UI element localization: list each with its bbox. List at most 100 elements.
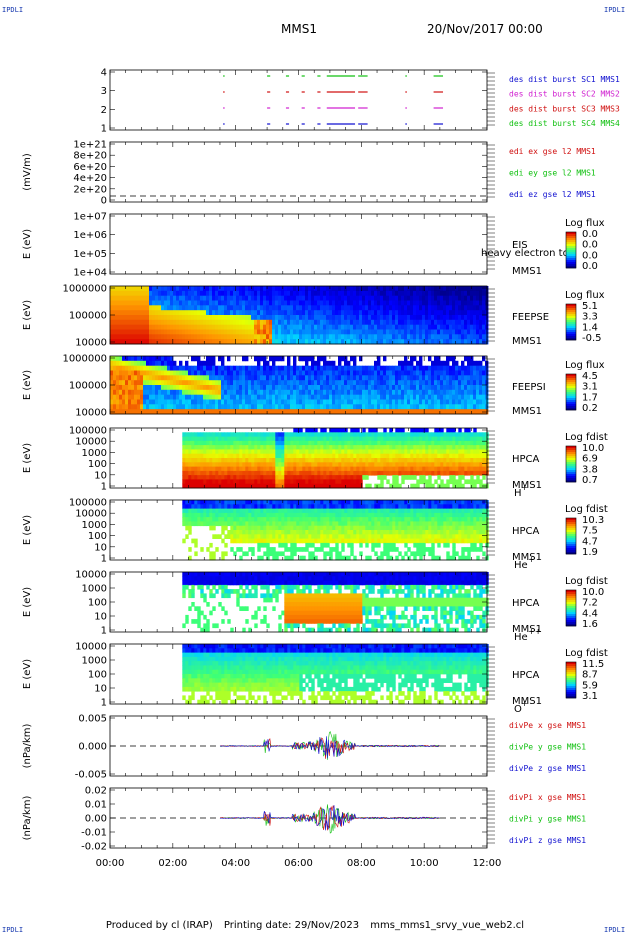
heatmap-cell xyxy=(242,305,246,311)
heatmap-cell xyxy=(293,466,297,472)
heatmap-cell xyxy=(278,394,282,400)
heatmap-cell xyxy=(389,329,393,335)
heatmap-cell xyxy=(185,470,189,476)
heatmap-cell xyxy=(359,334,363,340)
heatmap-cell xyxy=(257,432,261,437)
heatmap-cell xyxy=(281,462,285,467)
heatmap-cell xyxy=(317,310,321,316)
heatmap-cell xyxy=(131,356,135,362)
heatmap-cell xyxy=(200,370,204,376)
heatmap-cell xyxy=(248,475,252,480)
heatmap-cell xyxy=(440,305,444,311)
heatmap-cell xyxy=(158,300,162,306)
colorbar-segment xyxy=(566,452,576,455)
heatmap-cell xyxy=(269,409,273,415)
heatmap-cell xyxy=(407,370,411,376)
heatmap-cell xyxy=(221,360,225,367)
heatmap-cell xyxy=(197,504,201,509)
heatmap-cell xyxy=(140,329,144,335)
heatmap-cell xyxy=(473,389,477,396)
heatmap-cell xyxy=(149,375,153,381)
heatmap-cell xyxy=(347,370,351,376)
heatmap-cell xyxy=(308,356,312,362)
heatmap-cell xyxy=(191,300,195,306)
heatmap-cell xyxy=(365,310,369,316)
heatmap-cell xyxy=(227,375,231,381)
heatmap-cell xyxy=(242,470,246,476)
heatmap-cell xyxy=(239,449,243,455)
heatmap-cell xyxy=(452,453,456,459)
heatmap-cell xyxy=(242,394,246,400)
heatmap-cell xyxy=(428,295,432,301)
heatmap-cell xyxy=(224,475,228,480)
heatmap-cell xyxy=(275,334,279,340)
heatmap-cell xyxy=(329,319,333,326)
heatmap-cell xyxy=(221,458,225,463)
heatmap-cell xyxy=(125,286,129,292)
heatmap-cell xyxy=(305,483,309,489)
heatmap-cell xyxy=(383,365,387,371)
heatmap-cell xyxy=(254,479,258,485)
heatmap-cell xyxy=(443,449,447,455)
heatmap-cell xyxy=(317,315,321,321)
heatmap-cell xyxy=(386,458,390,463)
heatmap-cell xyxy=(410,389,414,396)
heatmap-cell xyxy=(332,432,336,437)
heatmap-cell xyxy=(284,475,288,480)
heatmap-cell xyxy=(191,432,195,437)
heatmap-cell xyxy=(365,370,369,376)
heatmap-cell xyxy=(458,286,462,292)
heatmap-cell xyxy=(341,290,345,297)
heatmap-cell xyxy=(446,449,450,455)
heatmap-cell xyxy=(365,453,369,459)
heatmap-cell xyxy=(257,440,261,446)
heatmap-cell xyxy=(236,462,240,467)
heatmap-cell xyxy=(206,300,210,306)
heatmap-cell xyxy=(125,324,129,330)
heatmap-cell xyxy=(128,300,132,306)
heatmap-cell xyxy=(239,470,243,476)
heatmap-cell xyxy=(389,365,393,371)
heatmap-cell xyxy=(341,483,345,489)
heatmap-cell xyxy=(164,370,168,376)
heatmap-cell xyxy=(194,339,198,345)
heatmap-cell xyxy=(296,300,300,306)
heatmap-cell xyxy=(365,295,369,301)
heatmap-cell xyxy=(263,479,267,485)
heatmap-cell xyxy=(434,409,438,415)
heatmap-cell xyxy=(185,286,189,292)
heatmap-cell xyxy=(269,305,273,311)
colorbar-tick-label: 6.9 xyxy=(582,454,598,465)
colorbar-segment xyxy=(566,244,576,247)
heatmap-cell xyxy=(248,409,252,415)
heatmap-cell xyxy=(179,295,183,301)
heatmap-cell xyxy=(443,436,447,442)
heatmap-cell xyxy=(452,458,456,463)
heatmap-cell xyxy=(374,394,378,400)
heatmap-cell xyxy=(185,466,189,472)
heatmap-cell xyxy=(476,319,480,326)
heatmap-cell xyxy=(446,290,450,297)
heatmap-cell xyxy=(305,453,309,459)
heatmap-cell xyxy=(389,324,393,330)
heatmap-cell xyxy=(425,445,429,450)
heatmap-cell xyxy=(206,449,210,455)
heatmap-cell xyxy=(248,315,252,321)
heatmap-cell xyxy=(290,399,294,405)
heatmap-cell xyxy=(419,466,423,472)
heatmap-cell xyxy=(341,300,345,306)
heatmap-cell xyxy=(263,475,267,480)
heatmap-cell xyxy=(215,547,219,552)
heatmap-cell xyxy=(182,300,186,306)
heatmap-cell xyxy=(398,319,402,326)
heatmap-cell xyxy=(254,329,258,335)
heatmap-cell xyxy=(440,432,444,437)
heatmap-cell xyxy=(194,538,198,544)
heatmap-cell xyxy=(446,389,450,396)
heatmap-cell xyxy=(266,440,270,446)
heatmap-cell xyxy=(332,475,336,480)
colorbar-tick-label: 0.0 xyxy=(582,261,598,272)
heatmap-cell xyxy=(479,389,483,396)
heatmap-cell xyxy=(296,380,300,386)
heatmap-cell xyxy=(362,475,366,480)
